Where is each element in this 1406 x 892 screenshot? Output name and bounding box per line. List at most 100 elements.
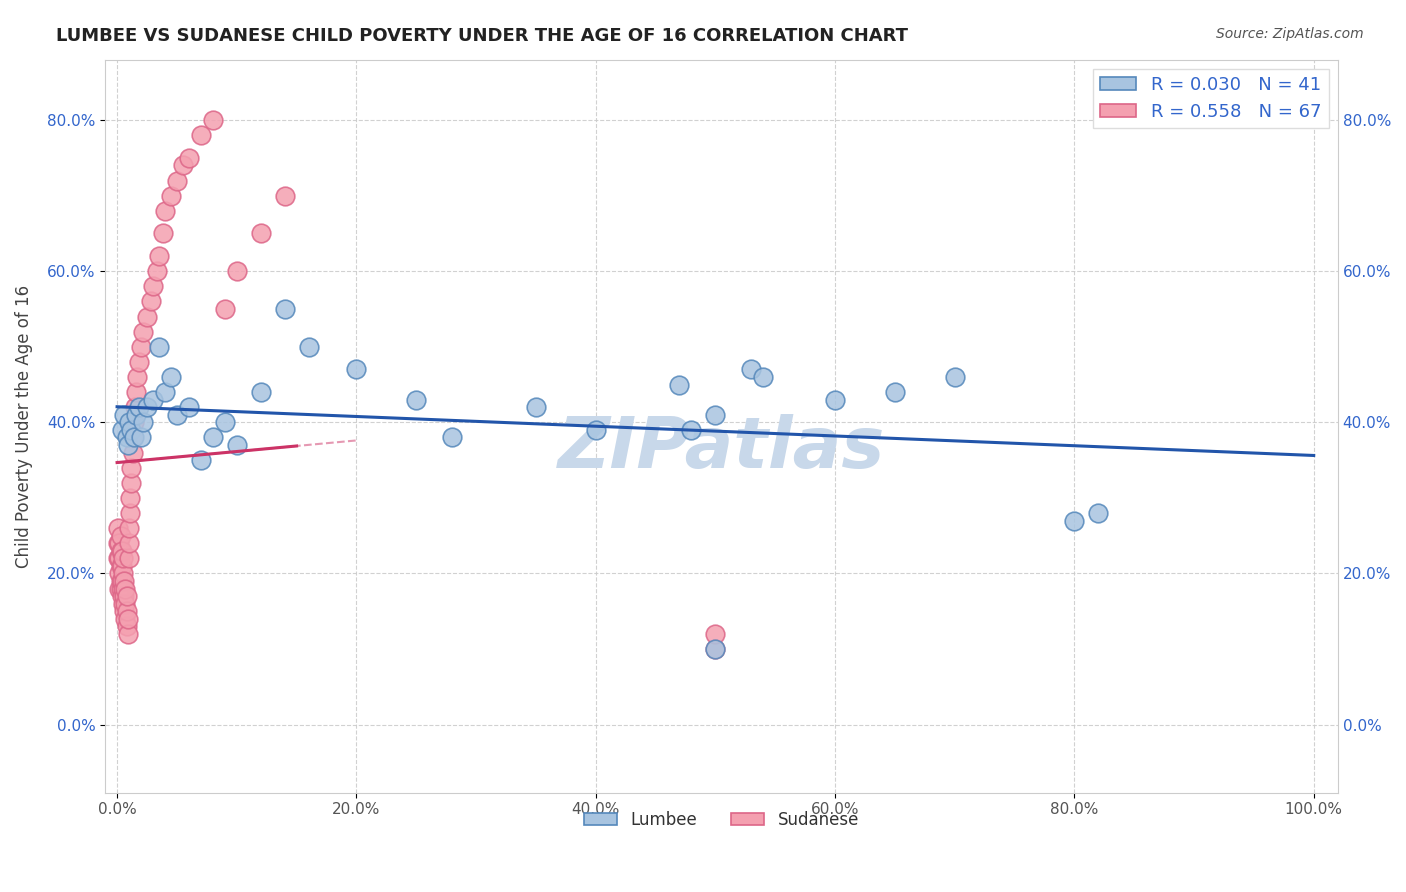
Point (249, 385, 271, 400)
Point (201, 113, 224, 128)
Point (273, 301, 295, 316)
Point (190, 453, 212, 467)
Point (120, 506, 142, 520)
Point (129, 430, 152, 444)
Point (704, 408, 727, 422)
Point (153, 203, 176, 218)
Point (132, 325, 155, 339)
Point (172, 158, 194, 172)
Legend: Lumbee, Sudanese: Lumbee, Sudanese (578, 805, 866, 836)
Point (177, 401, 200, 415)
Point (122, 430, 145, 444)
Point (121, 430, 143, 444)
Point (117, 612, 139, 626)
Point (128, 401, 150, 415)
Point (125, 385, 148, 400)
Point (752, 370, 775, 384)
Point (120, 475, 142, 490)
Point (128, 355, 150, 369)
Point (177, 151, 200, 165)
Point (107, 521, 129, 535)
Point (585, 423, 607, 437)
Point (118, 521, 141, 535)
Point (524, 401, 547, 415)
Point (112, 574, 135, 588)
Point (118, 536, 141, 550)
Point (681, 423, 703, 437)
Point (117, 438, 139, 452)
Point (1087, 506, 1109, 520)
Point (108, 551, 131, 566)
Point (704, 627, 727, 641)
Point (112, 408, 135, 422)
Point (142, 279, 165, 293)
Point (122, 415, 145, 429)
Point (142, 392, 165, 407)
Point (124, 401, 146, 415)
Point (214, 415, 236, 429)
Point (704, 642, 727, 657)
Point (273, 188, 295, 202)
Point (148, 340, 170, 354)
Y-axis label: Child Poverty Under the Age of 16: Child Poverty Under the Age of 16 (15, 285, 32, 567)
Point (111, 589, 134, 603)
Point (108, 582, 131, 596)
Point (132, 415, 155, 429)
Point (139, 294, 162, 309)
Point (190, 128, 212, 143)
Point (108, 566, 131, 581)
Point (115, 430, 138, 444)
Point (114, 597, 136, 611)
Point (160, 188, 183, 202)
Point (160, 370, 183, 384)
Point (225, 438, 247, 452)
Point (145, 264, 167, 278)
Point (166, 408, 188, 422)
Point (108, 536, 131, 550)
Point (441, 430, 464, 444)
Point (120, 423, 142, 437)
Point (107, 536, 129, 550)
Point (111, 574, 134, 588)
Point (114, 612, 136, 626)
Point (405, 392, 427, 407)
Point (127, 370, 149, 384)
Point (883, 385, 905, 400)
Point (107, 551, 129, 566)
Text: Source: ZipAtlas.com: Source: ZipAtlas.com (1216, 27, 1364, 41)
Point (110, 529, 132, 543)
Point (668, 377, 690, 392)
Point (112, 604, 135, 618)
Point (740, 362, 762, 376)
Point (249, 227, 271, 241)
Point (111, 544, 134, 558)
Point (136, 401, 159, 415)
Point (153, 385, 176, 400)
Point (120, 491, 142, 505)
Point (136, 310, 159, 324)
Point (125, 408, 148, 422)
Point (824, 392, 846, 407)
Point (129, 340, 152, 354)
Text: LUMBEE VS SUDANESE CHILD POVERTY UNDER THE AGE OF 16 CORRELATION CHART: LUMBEE VS SUDANESE CHILD POVERTY UNDER T… (56, 27, 908, 45)
Point (111, 423, 134, 437)
Point (117, 627, 139, 641)
Point (297, 340, 319, 354)
Point (201, 430, 224, 444)
Point (115, 619, 138, 633)
Point (943, 370, 966, 384)
Point (704, 642, 727, 657)
Point (166, 173, 188, 187)
Point (1063, 514, 1085, 528)
Point (112, 597, 135, 611)
Point (110, 558, 132, 573)
Text: ZIPatlas: ZIPatlas (558, 414, 884, 483)
Point (121, 445, 143, 459)
Point (118, 551, 141, 566)
Point (148, 249, 170, 263)
Point (214, 301, 236, 316)
Point (118, 415, 141, 429)
Point (110, 582, 132, 596)
Point (110, 544, 132, 558)
Point (114, 582, 136, 596)
